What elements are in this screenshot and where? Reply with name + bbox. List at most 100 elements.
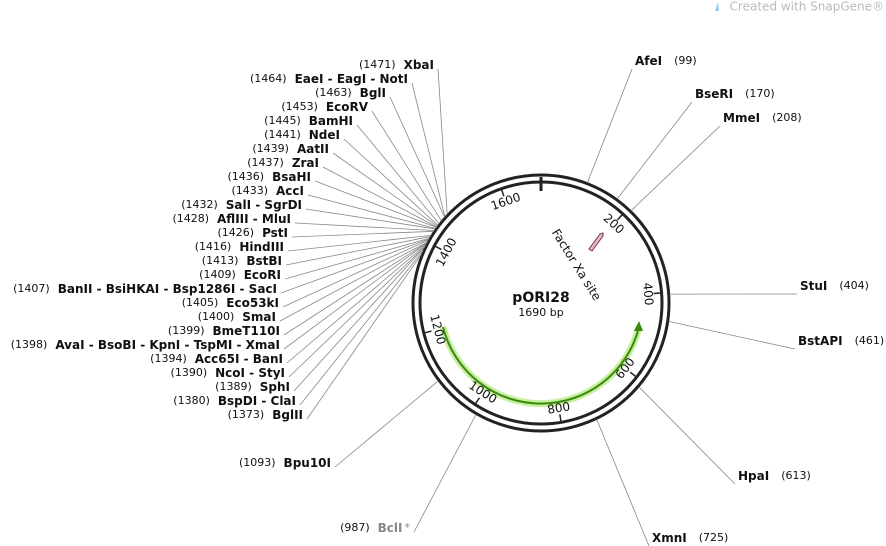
site-label: (1437) ZraI	[247, 156, 319, 170]
site-line	[638, 386, 736, 485]
site-position: (1413)	[202, 254, 239, 267]
site-position: (1437)	[247, 156, 284, 169]
site-name: EcoRV	[326, 100, 369, 114]
site-position: (1441)	[264, 128, 301, 141]
site-name: HpaI	[738, 469, 769, 483]
site-position: (1398)	[11, 338, 48, 351]
site-position: (1390)	[171, 366, 208, 379]
site-line	[305, 208, 436, 230]
site-name: AvaI - BsoBI - KpnI - TspMI - XmaI	[55, 338, 280, 352]
feature-arc	[442, 326, 640, 405]
ring-tick-label: 1600	[489, 190, 522, 213]
site-label: (1394) Acc65I - BanI	[150, 352, 283, 366]
site-line	[389, 96, 445, 218]
site-position: (1445)	[264, 114, 301, 127]
site-position: (613)	[781, 469, 811, 482]
site-label: (1398) AvaI - BsoBI - KpnI - TspMI - XmaI	[11, 338, 280, 352]
site-position: (1093)	[239, 456, 276, 469]
site-line	[596, 419, 650, 546]
site-line	[299, 250, 424, 406]
site-label: (1453) EcoRV	[281, 100, 368, 114]
site-name: SalI - SgrDI	[226, 198, 302, 212]
site-line	[284, 237, 430, 280]
site-name: NcoI - StyI	[215, 366, 285, 380]
site-line	[280, 238, 430, 294]
site-position: (1405)	[182, 296, 219, 309]
site-label: (1471) XbaI	[359, 58, 434, 72]
site-name: XbaI	[404, 58, 434, 72]
site-position: (1407)	[13, 282, 50, 295]
ring-tick-label: 1200	[427, 313, 448, 346]
site-position: (99)	[674, 54, 697, 67]
site-line	[287, 234, 432, 252]
site-label: BseRI (170)	[695, 87, 775, 101]
site-position: (1436)	[228, 170, 265, 183]
site-position: (1399)	[168, 324, 205, 337]
site-name: PstI	[262, 226, 288, 240]
ring-tick	[616, 213, 624, 221]
site-name: Eco53kI	[226, 296, 279, 310]
site-position: (1471)	[359, 58, 396, 71]
site-name: BmeT110I	[213, 324, 281, 338]
site-name: SphI	[260, 380, 290, 394]
site-line	[413, 414, 477, 533]
site-label: (1389) SphI	[215, 380, 290, 394]
site-line	[630, 125, 721, 211]
feature-arrowhead	[634, 321, 643, 331]
site-label: (1432) SalI - SgrDI	[181, 198, 302, 212]
site-name: BseRI	[695, 87, 733, 101]
site-label: MmeI (208)	[723, 111, 802, 125]
ring-tick	[434, 245, 442, 251]
site-position: (1464)	[250, 72, 287, 85]
site-line	[279, 241, 428, 322]
site-name: NdeI	[309, 128, 340, 142]
site-line	[286, 244, 427, 364]
site-line	[616, 101, 693, 200]
site-label: (1464) EaeI - EagI - NotI	[250, 72, 408, 86]
factor-xa-mark	[588, 232, 604, 252]
site-position: (1453)	[281, 100, 318, 113]
site-name: Acc65I - BanI	[195, 352, 283, 366]
site-line	[343, 138, 439, 226]
watermark: Created with SnapGene®	[730, 0, 884, 14]
site-name: BglI	[360, 86, 386, 100]
ring-tick-label: 400	[640, 282, 656, 306]
site-line	[282, 239, 429, 308]
site-label: (1416) HindIII	[195, 240, 284, 254]
site-position: (1389)	[215, 380, 252, 393]
site-position: (461)	[855, 334, 885, 347]
site-name: AccI	[276, 184, 304, 198]
site-name: EaeI - EagI - NotI	[295, 72, 408, 86]
site-line	[322, 166, 437, 228]
site-name: BstBI	[246, 254, 282, 268]
site-marker: *	[405, 521, 411, 534]
site-label: (1093) Bpu10I	[239, 456, 331, 470]
site-line	[288, 245, 426, 378]
ring-tick	[653, 292, 662, 295]
site-position: (725)	[699, 531, 729, 544]
ring-tick-label: 600	[613, 355, 638, 382]
site-name: BstAPI	[798, 334, 843, 348]
site-line	[437, 68, 448, 215]
site-name: EcoRI	[244, 268, 281, 282]
site-label: (987) BclI *	[340, 521, 410, 535]
site-label: (1436) BsaHI	[228, 170, 311, 184]
site-position: (170)	[745, 87, 775, 100]
site-name: BglII	[272, 408, 303, 422]
site-name: AatII	[297, 142, 329, 156]
site-label: HpaI (613)	[738, 469, 811, 483]
site-name: BclI	[378, 521, 403, 535]
site-label: (1426) PstI	[217, 226, 288, 240]
ring-tick	[500, 188, 505, 197]
site-line	[307, 194, 436, 229]
site-position: (1416)	[195, 240, 232, 253]
site-position: (404)	[839, 279, 869, 292]
site-name: XmnI	[652, 531, 687, 545]
site-label: AfeI (99)	[635, 54, 697, 68]
plasmid-size: 1690 bp	[518, 306, 563, 319]
site-label: (1413) BstBI	[202, 254, 282, 268]
site-line	[285, 236, 431, 266]
site-name: BsaHI	[272, 170, 311, 184]
site-label: (1439) AatII	[252, 142, 329, 156]
